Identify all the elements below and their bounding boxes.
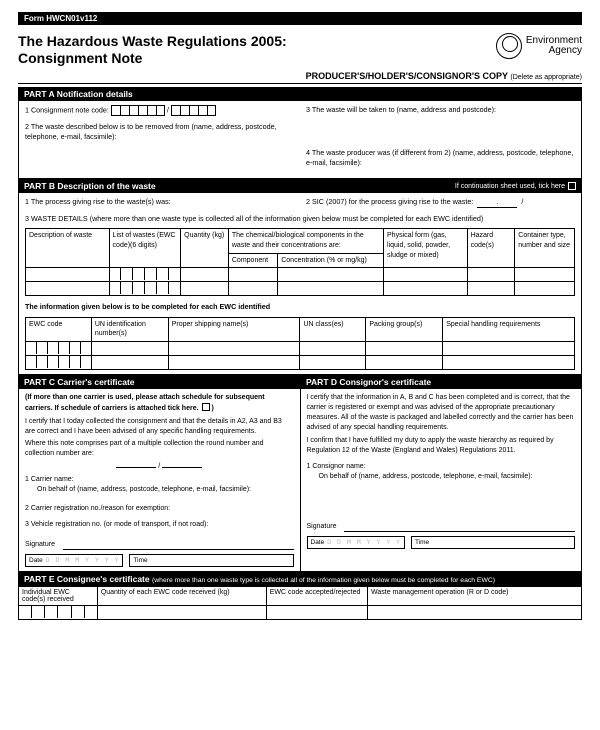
partC-q2: 2 Carrier registration no./reason for ex…: [25, 504, 294, 514]
copy-hint: (Delete as appropriate): [510, 74, 582, 81]
partD-sig-label: Signature: [307, 522, 337, 532]
partC-q3: 3 Vehicle registration no. (or mode of t…: [25, 520, 294, 530]
schedule-tickbox[interactable]: [202, 403, 210, 411]
col2-un: UN identification number(s): [91, 317, 168, 342]
part-a-body: 1 Consignment note code: / 3 The waste w…: [18, 101, 582, 179]
title-line-2: Consignment Note: [18, 50, 287, 67]
col-haz: Hazard code(s): [467, 229, 515, 268]
waste-details-table: Description of waste List of wastes (EWC…: [25, 228, 575, 296]
partD-time-field[interactable]: Time: [411, 536, 575, 549]
part-b-title: PART B Description of the waste: [24, 181, 156, 191]
partD-signature-line[interactable]: [344, 520, 575, 532]
partC-time-field[interactable]: Time: [129, 554, 293, 567]
partA-q4: 4 The waste producer was (if different f…: [306, 148, 575, 168]
col-concentration: Concentration (% or mg/kg): [278, 253, 384, 268]
cont-sheet-tickbox[interactable]: [568, 182, 576, 190]
table-row[interactable]: [26, 356, 575, 370]
part-d-header: PART D Consignor's certificate: [300, 375, 582, 389]
partC-q1: 1 Carrier name:: [25, 475, 294, 485]
part-a-header: PART A Notification details: [18, 87, 582, 101]
partC-note: (If more than one carrier is used, pleas…: [25, 394, 265, 412]
col-phys: Physical form (gas, liquid, solid, powde…: [384, 229, 468, 268]
part-b-header: PART B Description of the waste If conti…: [18, 179, 582, 193]
col-qty: Quantity (kg): [181, 229, 229, 268]
title-block: The Hazardous Waste Regulations 2005: Co…: [18, 33, 287, 67]
partB-subnote: The information given below is to be com…: [25, 302, 575, 312]
table-row[interactable]: [26, 342, 575, 356]
partE-c1: Individual EWC code(s) received: [19, 586, 98, 605]
col2-handle: Special handling requirements: [443, 317, 575, 342]
part-e-table: Individual EWC code(s) received Quantity…: [18, 586, 582, 620]
consignment-code-boxes[interactable]: [111, 105, 165, 116]
part-e-header: PART E Consignee's certificate (where mo…: [18, 572, 582, 586]
part-d-body: I certify that the information in A, B a…: [301, 389, 583, 572]
col-cont: Container type, number and size: [515, 229, 575, 268]
partC-cert: I certify that I today collected the con…: [25, 417, 294, 437]
partE-c3: EWC code accepted/rejected: [266, 586, 367, 605]
logo-block: Environment Agency: [496, 33, 582, 59]
partD-cert2: I confirm that I have fulfilled my duty …: [307, 436, 576, 456]
partE-c2: Quantity of each EWC code received (kg): [97, 586, 266, 605]
title-line-1: The Hazardous Waste Regulations 2005:: [18, 33, 287, 50]
form-code-bar: Form HWCN01v112: [18, 12, 582, 25]
partD-q1: 1 Consignor name:: [307, 462, 576, 472]
partA-q3: 3 The waste will be taken to (name, addr…: [306, 105, 575, 116]
partC-date-field[interactable]: DateD D M M Y Y Y Y: [25, 554, 123, 567]
partC-q1b: On behalf of (name, address, postcode, t…: [25, 485, 294, 495]
col-desc: Description of waste: [26, 229, 110, 268]
logo-sub: Agency: [526, 46, 582, 56]
partD-date-field[interactable]: DateD D M M Y Y Y Y: [307, 536, 405, 549]
col-chem: The chemical/biological components in th…: [228, 229, 383, 254]
ewc-info-table: EWC code UN identification number(s) Pro…: [25, 317, 575, 371]
part-c-header: PART C Carrier's certificate: [18, 375, 300, 389]
col2-ship: Proper shipping name(s): [168, 317, 300, 342]
partD-cert1: I certify that the information in A, B a…: [307, 393, 576, 432]
partB-q1: 1 The process giving rise to the waste(s…: [25, 197, 294, 208]
col2-class: UN class(es): [300, 317, 366, 342]
table-row[interactable]: [26, 268, 575, 282]
partA-q1: 1 Consignment note code:: [25, 105, 109, 114]
part-b-body: 1 The process giving rise to the waste(s…: [18, 193, 582, 375]
col2-pack: Packing group(s): [366, 317, 443, 342]
part-c-body: (If more than one carrier is used, pleas…: [18, 389, 301, 572]
partC-mult: Where this note comprises part of a mult…: [25, 439, 294, 459]
partA-q2: 2 The waste described below is to be rem…: [25, 122, 294, 142]
part-e-title: PART E Consignee's certificate: [24, 574, 150, 584]
title-row: The Hazardous Waste Regulations 2005: Co…: [18, 33, 582, 67]
environment-agency-logo-icon: [496, 33, 522, 59]
table-row[interactable]: [19, 605, 582, 619]
part-a-title: PART A Notification details: [24, 89, 133, 99]
partC-sig-label: Signature: [25, 540, 55, 550]
partB-q3: 3 WASTE DETAILS (where more than one was…: [25, 214, 575, 224]
part-e-sub: (where more than one waste type is colle…: [152, 577, 495, 584]
table-row[interactable]: [26, 282, 575, 296]
copy-line: PRODUCER'S/HOLDER'S/CONSIGNOR'S COPY (De…: [18, 71, 582, 84]
cont-sheet-note: If continuation sheet used, tick here: [455, 183, 565, 190]
partD-q1b: On behalf of (name, address, postcode, t…: [307, 472, 576, 482]
partB-q2: 2 SIC (2007) for the process giving rise…: [306, 197, 473, 206]
consignment-code-boxes-2[interactable]: [171, 105, 216, 116]
copy-label: PRODUCER'S/HOLDER'S/CONSIGNOR'S COPY: [306, 71, 508, 81]
col-ewc: List of wastes (EWC code)(6 digits): [109, 229, 181, 268]
partC-signature-line[interactable]: [63, 538, 294, 550]
col-component: Component: [228, 253, 277, 268]
col2-ewc: EWC code: [26, 317, 92, 342]
partE-c4: Waste management operation (R or D code): [368, 586, 582, 605]
